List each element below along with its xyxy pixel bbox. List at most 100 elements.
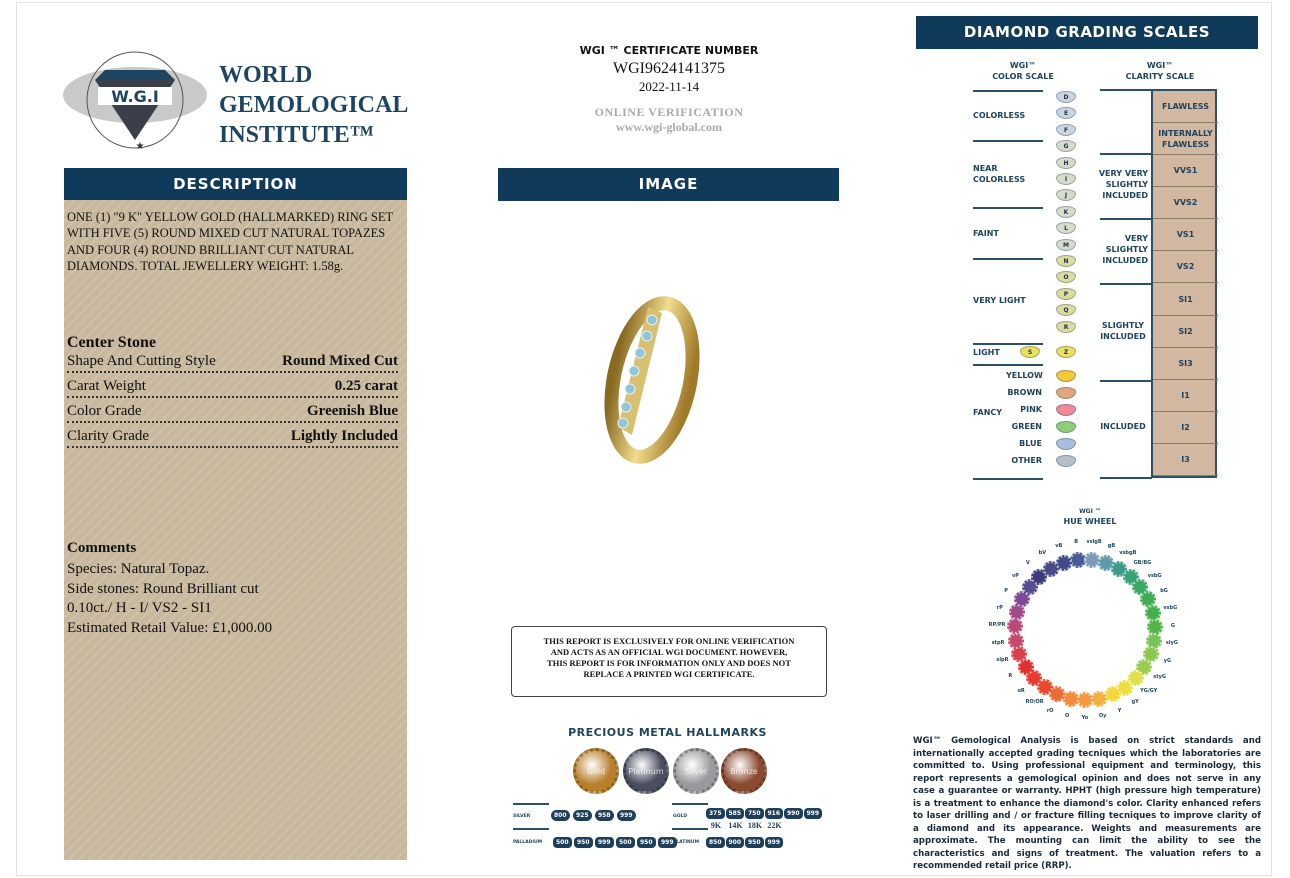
hue-label: GB/BG xyxy=(1133,560,1152,567)
hue-label: vB xyxy=(1055,543,1063,549)
wgi-logo: W.G.I ★ xyxy=(60,45,210,155)
hue-swatch xyxy=(1049,686,1066,703)
certificate-label: WGI ™ CERTIFICATE NUMBER xyxy=(579,44,759,57)
certificate-number: WGI9624141375 xyxy=(613,60,725,77)
medal-platinum: Platinum xyxy=(623,748,669,794)
divider xyxy=(672,803,708,805)
name-line: WORLD xyxy=(219,62,313,88)
hue-label: G xyxy=(1170,622,1175,629)
divider xyxy=(1100,380,1152,382)
hue-label: Yo xyxy=(1081,714,1089,721)
detail-row: Shape And Cutting Style Round Mixed Cut xyxy=(67,353,398,373)
description-header: DESCRIPTION xyxy=(64,168,407,200)
comment-line: Side stones: Round Brilliant cut xyxy=(67,580,259,597)
divider xyxy=(973,258,1043,260)
divider xyxy=(672,828,708,830)
hallmark: 800 xyxy=(551,810,570,821)
title-top: WGI™ xyxy=(1009,61,1037,70)
row-label: Color Grade xyxy=(67,403,142,419)
hallmark: 950 xyxy=(637,837,656,848)
hallmark: 925 xyxy=(573,810,592,821)
hallmark: 950 xyxy=(745,837,764,848)
title-top: WGI ™ xyxy=(1079,508,1101,515)
comment-line: Estimated Retail Value: £1,000.00 xyxy=(67,619,273,636)
color-group-label: FAINT xyxy=(973,229,999,238)
hue-label: bV xyxy=(1038,550,1047,556)
page-frame xyxy=(16,2,1272,876)
clarity-scale-title: WGI™ CLARITY SCALE xyxy=(1100,60,1220,82)
name-line: INSTITUTE™ xyxy=(219,122,374,148)
hue-swatch xyxy=(1007,632,1024,649)
description-panel: ONE (1) "9 K" YELLOW GOLD (HALLMARKED) R… xyxy=(64,200,407,860)
row-value: Greenish Blue xyxy=(307,403,398,419)
hue-label: vsbgB xyxy=(1119,550,1137,557)
title: HUE WHEEL xyxy=(1063,517,1117,526)
hue-swatch xyxy=(1056,555,1073,572)
medal-bronze: Bronze xyxy=(721,748,767,794)
comments: Species: Natural Topaz. Side stones: Rou… xyxy=(67,560,272,638)
hallmark: 585 xyxy=(725,808,745,819)
title-top: WGI™ xyxy=(1146,61,1174,70)
hallmark: 958 xyxy=(595,810,614,821)
hallmark: 999 xyxy=(617,810,636,821)
color-group-label: NEAR COLORLESS xyxy=(973,164,1026,184)
hue-label: vsbG xyxy=(1163,605,1178,612)
hallmark: 999 xyxy=(658,837,677,848)
hue-label: stpR xyxy=(991,640,1005,647)
row-value: 0.25 carat xyxy=(334,378,398,394)
divider xyxy=(1100,283,1152,285)
diamond-icon xyxy=(1056,404,1076,416)
clarity-scale-box: FLAWLESS INTERNALLY FLAWLESS VVS1 VVS2 VS1 VS… xyxy=(1151,89,1218,478)
clarity-grade: FLAWLESS xyxy=(1153,91,1218,124)
certificate-info: WGI ™ CERTIFICATE NUMBER WGI9624141375 2… xyxy=(520,44,818,135)
karat-label: 18K xyxy=(747,821,763,830)
divider xyxy=(973,478,1043,480)
hue-label: gB xyxy=(1107,543,1116,550)
clarity-group-label: VERY SLIGHTLY INCLUDED xyxy=(1102,234,1148,265)
divider xyxy=(1100,477,1152,479)
hue-label: O xyxy=(1065,713,1070,720)
medal-gold: Gold xyxy=(573,748,619,794)
fancy-color-label: GREEN xyxy=(1011,422,1042,431)
hue-swatch xyxy=(1036,679,1053,696)
clarity-grade: VS2 xyxy=(1153,251,1218,284)
certificate-date: 2022-11-14 xyxy=(638,79,700,94)
clarity-grade: VVS1 xyxy=(1153,155,1218,188)
clarity-grade: VVS2 xyxy=(1153,187,1218,220)
hue-label: RP/PR xyxy=(988,622,1006,629)
hallmark: 750 xyxy=(745,808,764,819)
clarity-grade: I3 xyxy=(1153,444,1218,476)
clarity-grade: I2 xyxy=(1153,412,1218,444)
metal-label: GOLD xyxy=(673,814,688,819)
diamond-icon xyxy=(1056,438,1076,450)
hallmark: 500 xyxy=(553,837,572,848)
hue-label: V xyxy=(1025,560,1030,567)
divider xyxy=(1100,218,1152,220)
hue-label: vslgB xyxy=(1086,539,1102,546)
row-value: Lightly Included xyxy=(290,428,398,444)
hue-swatch xyxy=(1076,691,1093,708)
diamond-icon xyxy=(1056,455,1076,467)
diamond-icon: E xyxy=(1056,107,1076,120)
detail-row: Color Grade Greenish Blue xyxy=(67,403,398,423)
hue-label: oR xyxy=(1017,687,1025,694)
verification-link[interactable]: www.wgi-global.com xyxy=(616,120,722,134)
hallmark: 950 xyxy=(574,837,593,848)
hue-label: styG xyxy=(1153,673,1166,680)
hue-label: R xyxy=(1008,673,1013,680)
hue-label: rO xyxy=(1046,707,1054,714)
fancy-color-label: BLUE xyxy=(1019,439,1042,448)
row-label: Shape And Cutting Style xyxy=(67,353,216,369)
title: COLOR SCALE xyxy=(992,72,1054,81)
hue-label: Y xyxy=(1117,707,1122,714)
karat-label: 9K xyxy=(710,821,722,830)
medal-silver: Silver xyxy=(673,748,719,794)
title: CLARITY SCALE xyxy=(1125,72,1195,81)
divider xyxy=(973,364,1043,366)
svg-text:★: ★ xyxy=(136,141,145,152)
hallmark: 990 xyxy=(784,808,803,819)
metal-label: PALLADIUM xyxy=(513,840,543,845)
color-group-label: VERY LIGHT xyxy=(973,296,1026,305)
fancy-color-label: OTHER xyxy=(1011,456,1042,465)
hallmark: 900 xyxy=(725,837,745,848)
